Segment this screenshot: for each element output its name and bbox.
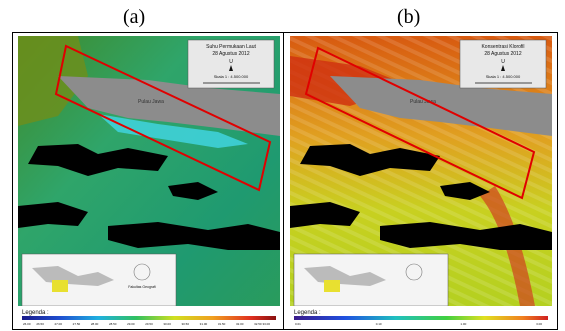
legend-tick-label: 26.50 bbox=[36, 322, 44, 326]
legend-tick-label: 30.00 bbox=[163, 322, 171, 326]
legend-tick-label: 3.00 bbox=[536, 322, 542, 326]
chl-colorbar bbox=[294, 316, 548, 320]
chlorophyll-map: Konsentrasi Klorofil 28 Agustus 2012 U S… bbox=[290, 36, 552, 326]
panel-a-label: (a) bbox=[123, 6, 146, 28]
north-label-b: U bbox=[501, 59, 505, 65]
legend-tick-label: 27.50 bbox=[73, 322, 81, 326]
island-label: Pulau Jawa bbox=[138, 99, 164, 105]
cloud-mask bbox=[28, 144, 168, 176]
legend-tick-label: 1.00 bbox=[460, 322, 466, 326]
logo-icon-b bbox=[405, 263, 423, 281]
legend-tick-label: 28.00 bbox=[91, 322, 99, 326]
panel-b-label: (b) bbox=[397, 6, 421, 28]
north-arrow-icon bbox=[229, 65, 233, 71]
legend-tick-label: 31.00 bbox=[200, 322, 208, 326]
panel-divider bbox=[283, 32, 284, 330]
sst-scale: Skala 1 : 4.500.000 bbox=[214, 74, 249, 79]
sst-colorbar bbox=[22, 316, 276, 320]
island-label-b: Pulau Jawa bbox=[410, 99, 436, 105]
legend-tick-label: 26.00 bbox=[23, 322, 31, 326]
logo-icon bbox=[133, 263, 151, 281]
legend-tick-label: 27.00 bbox=[55, 322, 63, 326]
java-island-b bbox=[330, 76, 552, 136]
sst-map: Suhu Permukaan Laut 28 Agustus 2012 U Sk… bbox=[18, 36, 280, 326]
institution-label: Fakultas Geografi bbox=[128, 285, 156, 289]
legend-tick-label: 0.01 bbox=[295, 322, 301, 326]
legend-tick-label: 29.00 bbox=[127, 322, 135, 326]
legend-tick-label: 0.10 bbox=[376, 322, 382, 326]
sst-title: Suhu Permukaan Laut bbox=[206, 44, 256, 50]
chl-scale: Skala 1 : 4.500.000 bbox=[486, 74, 521, 79]
legend-tick-label: 33.00 bbox=[262, 322, 270, 326]
chl-date: 28 Agustus 2012 bbox=[484, 51, 521, 57]
legend-title-b: Legenda : bbox=[294, 310, 321, 316]
legend-tick-label: 32.00 bbox=[236, 322, 244, 326]
legend-tick-label: 28.50 bbox=[109, 322, 117, 326]
legend-tick-label: 32.50 bbox=[254, 322, 262, 326]
legend-tick-label: 29.50 bbox=[145, 322, 153, 326]
study-area-box bbox=[54, 44, 272, 192]
legend-title: Legenda : bbox=[22, 310, 49, 316]
north-arrow-icon-b bbox=[501, 65, 505, 71]
chl-title: Konsentrasi Klorofil bbox=[481, 44, 524, 50]
north-label: U bbox=[229, 59, 233, 65]
cloud-mask-b bbox=[300, 144, 440, 176]
study-area-box-b bbox=[304, 46, 536, 200]
sst-date: 28 Agustus 2012 bbox=[212, 51, 249, 57]
legend-tick-label: 30.50 bbox=[182, 322, 190, 326]
legend-tick-label: 31.50 bbox=[218, 322, 226, 326]
